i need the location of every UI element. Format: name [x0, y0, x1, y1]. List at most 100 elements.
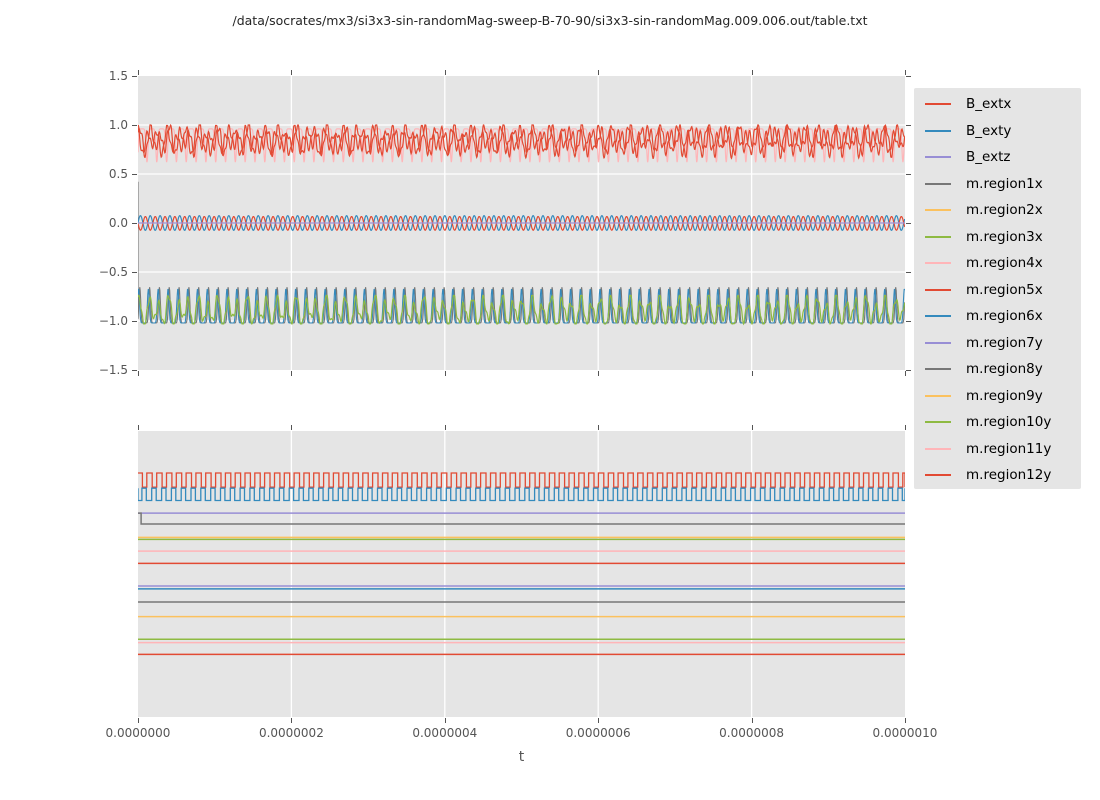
legend-item-label: m.region8y	[966, 361, 1043, 378]
legend-item: m.region12y	[914, 462, 1081, 489]
tick-mark	[598, 425, 600, 430]
tick-mark	[444, 718, 446, 723]
legend-item-label: m.region6x	[966, 308, 1043, 325]
tick-mark	[291, 718, 293, 723]
tick-mark	[906, 272, 911, 273]
legend-item: B_extz	[914, 144, 1081, 171]
legend-item: m.region10y	[914, 409, 1081, 436]
tick-mark	[132, 272, 137, 273]
legend-line-swatch	[925, 421, 951, 424]
bottom-plot-canvas	[138, 431, 905, 717]
tick-mark	[598, 70, 600, 75]
legend-line-swatch	[925, 447, 951, 450]
legend-item: m.region3x	[914, 224, 1081, 251]
x-tick-label: 0.0000002	[258, 726, 324, 740]
tick-mark	[905, 425, 906, 430]
x-tick-label: 0.0000006	[565, 726, 631, 740]
tick-mark	[132, 174, 137, 175]
tick-mark	[906, 174, 911, 175]
tick-mark	[751, 425, 753, 430]
legend-line-swatch	[925, 235, 951, 238]
legend-item: m.region5x	[914, 277, 1081, 304]
legend-line-swatch	[925, 288, 951, 291]
legend-line-swatch	[925, 129, 951, 132]
y-tick-label: 0.5	[108, 166, 128, 181]
legend-item: m.region7y	[914, 330, 1081, 357]
legend-item: m.region4x	[914, 250, 1081, 277]
legend-line-swatch	[925, 182, 951, 185]
legend-item: m.region2x	[914, 197, 1081, 224]
tick-mark	[905, 718, 906, 723]
legend-line-swatch	[925, 262, 951, 265]
tick-mark	[444, 425, 446, 430]
x-tick-label: 0.0000004	[412, 726, 478, 740]
series-flat-gray-a	[138, 512, 905, 525]
y-tick-label: −1.0	[98, 313, 128, 328]
legend-item-label: m.region3x	[966, 228, 1043, 245]
tick-mark	[132, 321, 137, 322]
legend-item: m.region11y	[914, 436, 1081, 463]
tick-mark	[291, 70, 293, 75]
legend-line-swatch	[925, 103, 951, 106]
legend-line-swatch	[925, 341, 951, 344]
legend-item-label: m.region11y	[966, 440, 1052, 457]
tick-mark	[906, 76, 911, 77]
legend-item: B_exty	[914, 118, 1081, 145]
legend-item-label: m.region7y	[966, 334, 1043, 351]
series-m.region3x	[138, 294, 905, 326]
tick-mark	[132, 76, 137, 77]
legend-item: B_extx	[914, 91, 1081, 118]
x-axis-label: t	[518, 749, 525, 765]
legend-item-label: m.region5x	[966, 281, 1043, 298]
tick-mark	[598, 718, 600, 723]
y-tick-label: 1.5	[108, 68, 128, 83]
bottom-plot-area	[138, 431, 905, 717]
legend-item: m.region6x	[914, 303, 1081, 330]
legend-item-label: m.region9y	[966, 387, 1043, 404]
tick-mark	[138, 718, 139, 723]
legend-item-label: B_exty	[966, 122, 1012, 139]
y-tick-label: −0.5	[98, 264, 128, 279]
legend-line-swatch	[925, 474, 951, 477]
series-square-red	[138, 472, 905, 488]
series-m.region1x	[138, 181, 905, 324]
top-plot-canvas	[138, 76, 905, 370]
x-tick-label: 0.0000010	[872, 726, 938, 740]
x-tick-label: 0.0000008	[719, 726, 785, 740]
tick-mark	[751, 718, 753, 723]
tick-mark	[905, 371, 906, 376]
tick-mark	[291, 425, 293, 430]
top-plot-area	[138, 76, 905, 370]
y-tick-label: −1.5	[98, 362, 128, 377]
legend-item-label: m.region4x	[966, 255, 1043, 272]
tick-mark	[905, 70, 906, 75]
series-m.region5x	[138, 123, 905, 160]
legend-line-swatch	[925, 156, 951, 159]
y-tick-label: 1.0	[108, 117, 128, 132]
legend-line-swatch	[925, 315, 951, 318]
legend-item-label: B_extz	[966, 149, 1011, 166]
legend-item-label: m.region10y	[966, 414, 1052, 431]
tick-mark	[132, 370, 137, 371]
legend-line-swatch	[925, 209, 951, 212]
tick-mark	[444, 371, 446, 376]
tick-mark	[906, 370, 911, 371]
tick-mark	[444, 70, 446, 75]
series-mid-red	[138, 216, 905, 231]
tick-mark	[138, 371, 139, 376]
legend-line-swatch	[925, 368, 951, 371]
series-m.region6x	[138, 288, 905, 324]
tick-mark	[906, 125, 911, 126]
tick-mark	[138, 70, 139, 75]
legend-item: m.region8y	[914, 356, 1081, 383]
figure-title: /data/socrates/mx3/si3x3-sin-randomMag-s…	[232, 13, 868, 28]
x-tick-label: 0.0000000	[105, 726, 171, 740]
legend-item-label: m.region2x	[966, 202, 1043, 219]
tick-mark	[751, 70, 753, 75]
tick-mark	[132, 223, 137, 224]
tick-mark	[906, 223, 911, 224]
tick-mark	[291, 371, 293, 376]
legend-item: m.region1x	[914, 171, 1081, 198]
tick-mark	[751, 371, 753, 376]
